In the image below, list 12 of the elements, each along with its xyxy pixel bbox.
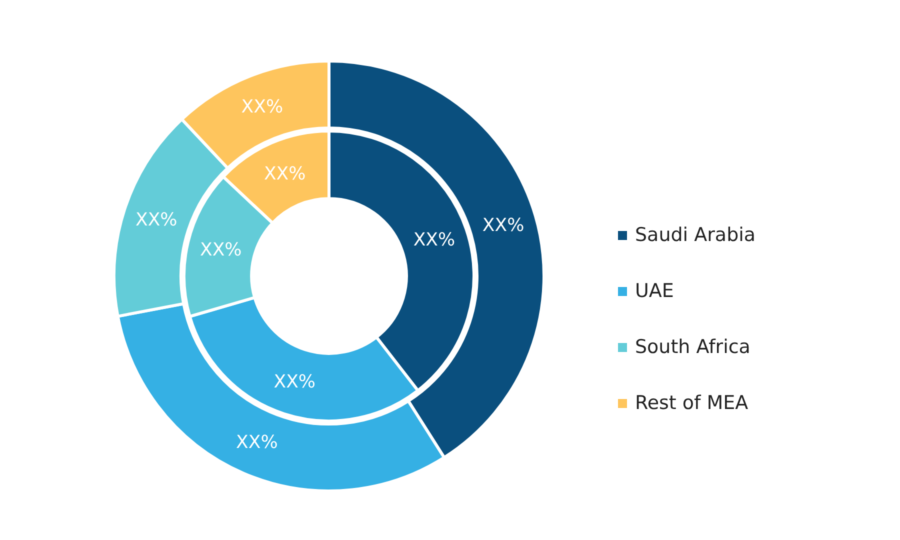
data-label: XX% (200, 240, 242, 261)
data-label: XX% (241, 96, 284, 118)
legend-label: South Africa (635, 336, 750, 358)
data-label: XX% (136, 209, 178, 230)
data-label: XX% (482, 214, 524, 236)
data-label: XX% (264, 163, 306, 184)
data-label: XX% (236, 432, 278, 454)
legend-label: UAE (635, 280, 674, 302)
legend-label: Rest of MEA (635, 392, 748, 414)
data-label: XX% (274, 371, 316, 392)
data-label: XX% (413, 229, 456, 250)
legend-label: Saudi Arabia (635, 224, 756, 246)
